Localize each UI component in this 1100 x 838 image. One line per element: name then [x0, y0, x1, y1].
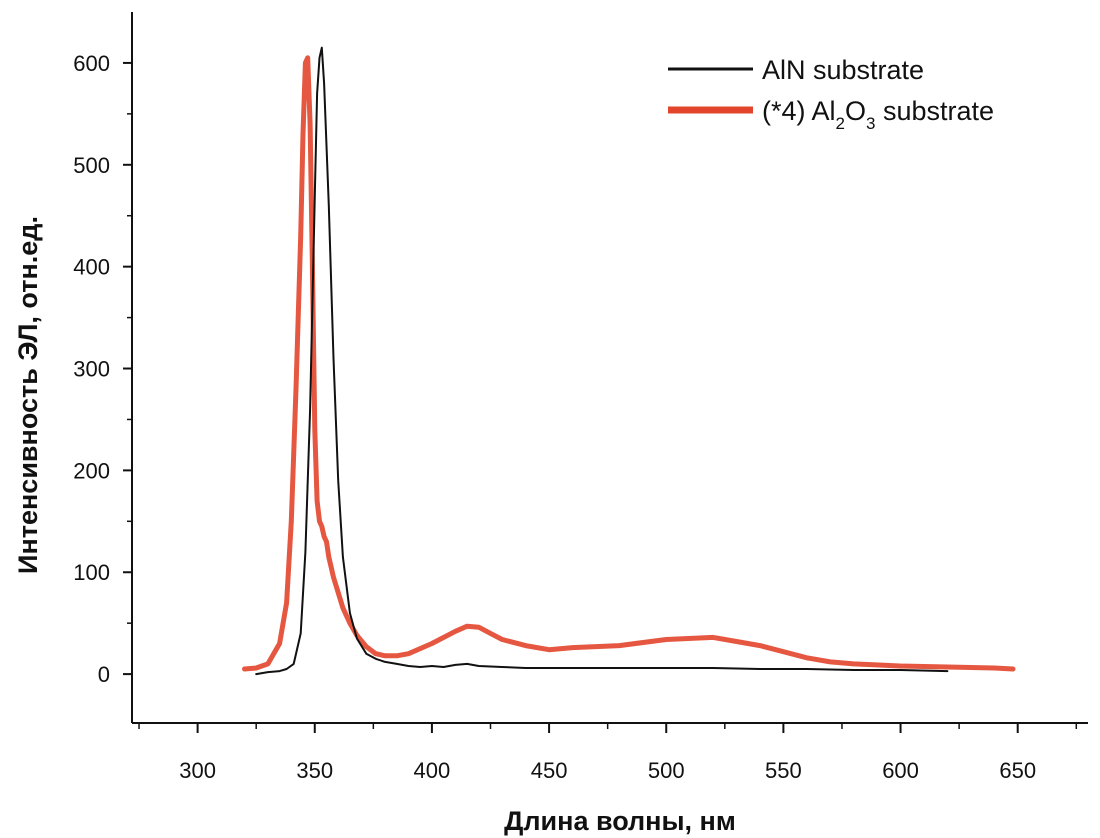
x-tick-label-600: 600 — [882, 758, 919, 783]
x-tick-label-450: 450 — [531, 758, 568, 783]
x-tick-label-650: 650 — [999, 758, 1036, 783]
x-tick-label-500: 500 — [648, 758, 685, 783]
y-tick-label-100: 100 — [73, 560, 110, 585]
x-tick-label-550: 550 — [765, 758, 802, 783]
x-tick-label-400: 400 — [414, 758, 451, 783]
y-tick-label-400: 400 — [73, 255, 110, 280]
series-layer — [242, 46, 1016, 676]
legend-label-al2o3: (*4) Al2O3 substrate — [762, 96, 994, 133]
y-tick-label-500: 500 — [73, 153, 110, 178]
y-tick-label-200: 200 — [73, 458, 110, 483]
axes — [131, 12, 1088, 724]
legend-al2o3-suffix: substrate — [875, 96, 994, 126]
y-axis-title: Интенсивность ЭЛ, отн.ед. — [13, 216, 43, 574]
legend-al2o3-prefix: (*4) Al — [762, 96, 836, 126]
x-axis-title: Длина волны, нм — [504, 806, 736, 836]
ticks — [123, 61, 1078, 733]
legend: AlN substrate (*4) Al2O3 substrate — [668, 55, 994, 133]
legend-al2o3-sub2: 3 — [866, 114, 875, 133]
y-tick-label-600: 600 — [73, 51, 110, 76]
tick-labels: 0 100 200 300 400 500 600 300 350 400 450 500 550 600… — [73, 51, 1036, 783]
legend-label-aln: AlN substrate — [762, 55, 924, 85]
y-tick-label-300: 300 — [73, 357, 110, 382]
x-tick-label-350: 350 — [296, 758, 333, 783]
x-tick-label-300: 300 — [179, 758, 216, 783]
legend-al2o3-sub1: 2 — [836, 114, 845, 133]
series-line-al2o3 — [242, 55, 1016, 672]
series-line-aln — [255, 46, 949, 676]
legend-al2o3-mid: O — [845, 96, 866, 126]
y-tick-label-0: 0 — [98, 662, 110, 687]
